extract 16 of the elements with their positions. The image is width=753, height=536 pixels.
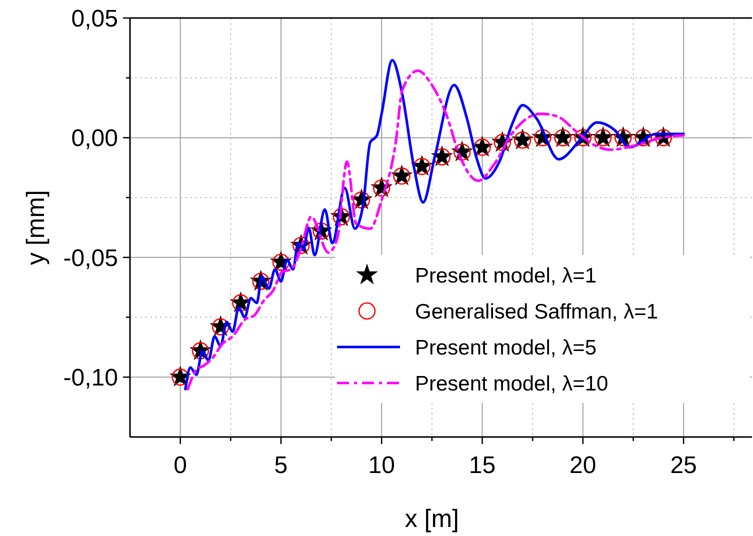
x-tick-label: 0 [174, 452, 188, 479]
legend-label: Present model, λ=10 [415, 372, 608, 396]
y-tick-label: -0,10 [63, 364, 118, 392]
x-tick-label: 20 [570, 452, 596, 479]
x-tick-label: 25 [670, 452, 697, 479]
legend-label: Present model, λ=5 [415, 336, 597, 360]
x-tick-label: 15 [468, 452, 496, 479]
x-tick-label: 10 [368, 452, 395, 479]
legend-label: Generalised Saffman, λ=1 [415, 300, 658, 324]
y-tick-label: 0,05 [71, 5, 118, 32]
x-axis-title: x [m] [404, 505, 460, 533]
legend-label: Present model, λ=1 [415, 264, 597, 288]
y-tick-label: 0,00 [71, 125, 118, 152]
y-axis-title: y [mm] [22, 190, 50, 265]
x-tick-label: 5 [274, 452, 288, 479]
y-tick-label: -0,05 [63, 244, 118, 272]
